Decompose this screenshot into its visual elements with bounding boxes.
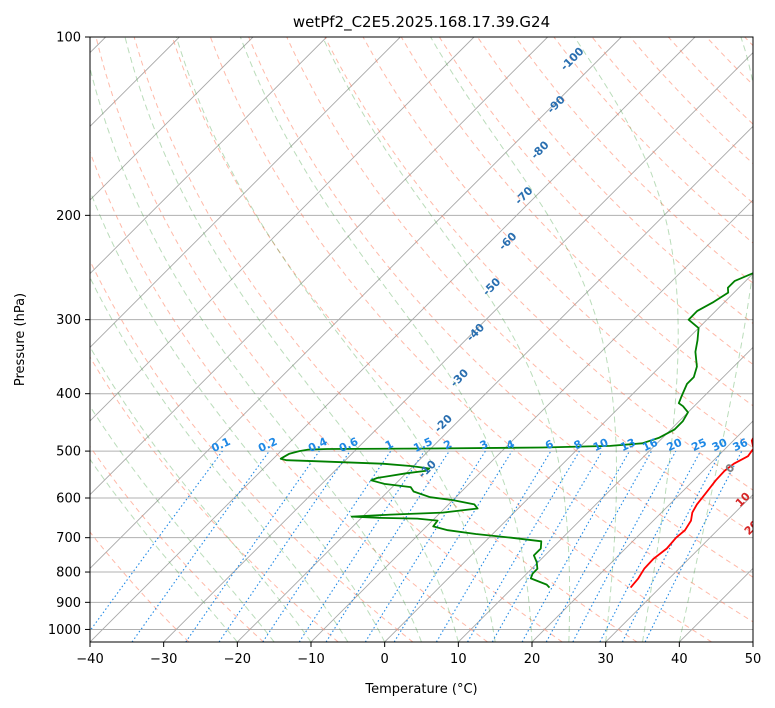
plot-frame bbox=[89, 36, 754, 643]
moist-adiabat-line bbox=[239, 37, 533, 642]
moist-adiabat-line bbox=[90, 345, 312, 642]
y-tick-label: 300 bbox=[56, 313, 81, 328]
dry-adiabat-line bbox=[90, 259, 414, 642]
moist-adiabat-line bbox=[90, 405, 275, 642]
isotherm-line bbox=[90, 37, 622, 569]
mixing-ratio-line bbox=[131, 450, 270, 642]
isotherm-line bbox=[90, 37, 696, 642]
y-tick-label: 500 bbox=[56, 445, 81, 460]
isotherm-value-label: 30 bbox=[750, 546, 770, 566]
isotherm-line bbox=[90, 37, 327, 275]
y-tick-label: 1000 bbox=[48, 623, 81, 638]
y-axis-label: Pressure (hPa) bbox=[13, 293, 28, 386]
x-tick-label: 10 bbox=[450, 652, 467, 667]
mixing-ratio-line bbox=[90, 450, 223, 632]
dry-adiabat-line bbox=[210, 37, 753, 623]
mixing-ratio-label: 20 bbox=[665, 436, 685, 454]
x-axis-label: Temperature (°C) bbox=[364, 682, 477, 697]
mixing-ratio-line bbox=[572, 450, 677, 642]
mixing-ratio-label: 10 bbox=[591, 436, 611, 454]
x-tick-label: −40 bbox=[76, 652, 103, 667]
mixing-ratio-label: 16 bbox=[640, 436, 660, 454]
background-lines bbox=[90, 37, 753, 642]
mixing-ratio-line bbox=[325, 450, 450, 642]
dry-adiabat-line bbox=[362, 37, 753, 449]
x-tick-label: −30 bbox=[150, 652, 177, 667]
isotherm-line bbox=[90, 37, 401, 348]
mixing-ratio-line bbox=[185, 450, 320, 642]
y-tick-label: 600 bbox=[56, 492, 81, 507]
mixing-ratio-line bbox=[545, 450, 653, 642]
moist-adiabat-line bbox=[322, 37, 571, 642]
isotherm-line bbox=[458, 346, 753, 642]
y-tick-label: 400 bbox=[56, 387, 81, 402]
isotherm-line bbox=[531, 420, 753, 642]
mixing-ratio-line bbox=[644, 450, 743, 642]
mixing-ratio-label: 36 bbox=[731, 436, 751, 454]
axis-ticks: −40 −30 −20 −10 0 10 20 30 40 50 100 200 300 400 500 60… bbox=[48, 31, 761, 668]
isotherm-line bbox=[90, 37, 548, 496]
temperature-line bbox=[629, 436, 753, 589]
isotherm-line bbox=[237, 125, 753, 642]
dry-adiabat-line bbox=[248, 37, 753, 578]
moist-adiabat-line bbox=[90, 458, 238, 642]
x-tick-label: −20 bbox=[224, 652, 251, 667]
dewpoint-line bbox=[279, 272, 753, 589]
mixing-ratio-label: 30 bbox=[710, 436, 730, 454]
isotherm-line bbox=[90, 37, 475, 422]
isotherm-line bbox=[605, 494, 753, 642]
dry-adiabat-line bbox=[90, 531, 190, 642]
y-tick-label: 800 bbox=[56, 566, 81, 581]
x-tick-label: 40 bbox=[671, 652, 688, 667]
x-tick-label: 20 bbox=[524, 652, 541, 667]
mixing-ratio-label: 25 bbox=[689, 436, 708, 454]
moist-adiabat-line bbox=[574, 37, 679, 642]
mixing-ratio-line bbox=[393, 450, 513, 642]
isotherm-line bbox=[384, 273, 753, 642]
dry-adiabat-line bbox=[90, 356, 339, 642]
moist-adiabat-line bbox=[90, 65, 422, 642]
moist-adiabat-line bbox=[430, 37, 617, 642]
dry-adiabat-line bbox=[400, 37, 753, 407]
moist-adiabat-line bbox=[175, 37, 496, 642]
mixing-ratio-line bbox=[218, 450, 351, 642]
moist-adiabat-line bbox=[124, 37, 459, 642]
moist-adiabat-line bbox=[90, 189, 386, 642]
y-tick-label: 700 bbox=[56, 531, 81, 546]
mixing-ratio-label: 13 bbox=[618, 436, 637, 454]
isotherm-line bbox=[90, 37, 254, 201]
y-tick-label: 900 bbox=[56, 596, 81, 611]
data-lines bbox=[279, 272, 753, 589]
dry-adiabat-line bbox=[95, 37, 563, 642]
isotherm-value-label: 20 bbox=[742, 517, 762, 537]
y-tick-label: 100 bbox=[56, 31, 81, 46]
dry-adiabat-line bbox=[133, 37, 638, 642]
moist-adiabat-line bbox=[678, 37, 753, 642]
mixing-ratio-line bbox=[521, 450, 630, 642]
x-tick-label: 50 bbox=[745, 652, 762, 667]
x-tick-label: 30 bbox=[597, 652, 614, 667]
moist-adiabat-line bbox=[90, 276, 349, 642]
y-tick-label: 200 bbox=[56, 209, 81, 224]
x-tick-label: −10 bbox=[297, 652, 324, 667]
isotherm-line bbox=[163, 52, 753, 642]
chart-title: wetPf2_C2E5.2025.168.17.39.G24 bbox=[293, 13, 550, 32]
dry-adiabat-line bbox=[324, 37, 753, 491]
x-tick-label: 0 bbox=[381, 652, 389, 667]
mixing-ratio-line bbox=[298, 450, 425, 642]
mixing-ratio-line bbox=[262, 450, 392, 642]
